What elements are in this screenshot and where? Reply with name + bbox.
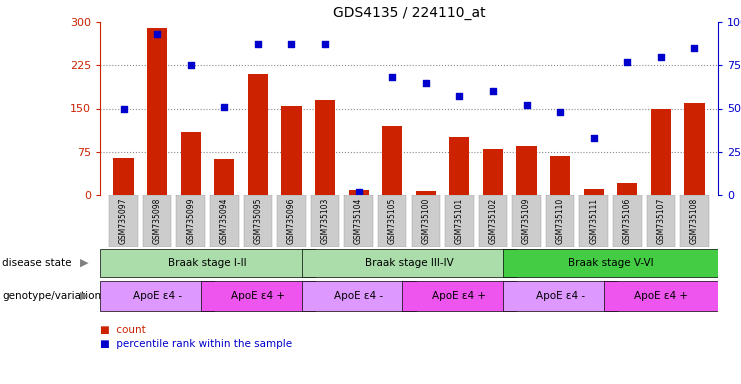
Point (521, 102, 533, 108)
Bar (512, 195, 541, 247)
Point (588, 135, 599, 141)
Bar (100, 248, 315, 277)
Text: ■  count: ■ count (100, 325, 146, 335)
Bar (214, 159, 234, 195)
Text: GSM735107: GSM735107 (657, 198, 665, 244)
Text: GSM735109: GSM735109 (522, 198, 531, 244)
Bar (483, 149, 503, 195)
Bar (210, 195, 239, 247)
Bar (100, 281, 214, 311)
Text: Braak stage I-II: Braak stage I-II (168, 258, 247, 268)
Bar (647, 195, 675, 247)
Bar (348, 190, 369, 195)
Text: ApoE ε4 -: ApoE ε4 - (334, 291, 383, 301)
Bar (503, 281, 617, 311)
Point (688, 45, 700, 51)
Bar (516, 146, 536, 195)
Point (252, 41, 264, 48)
Text: ApoE ε4 +: ApoE ε4 + (634, 291, 688, 301)
Text: ApoE ε4 +: ApoE ε4 + (433, 291, 486, 301)
Text: GSM735095: GSM735095 (253, 198, 262, 244)
Text: GSM735103: GSM735103 (321, 198, 330, 244)
Bar (503, 248, 718, 277)
Text: GSM735108: GSM735108 (690, 198, 699, 244)
Bar (445, 195, 473, 247)
Bar (147, 28, 167, 195)
Point (655, 53, 667, 60)
Bar (201, 281, 315, 311)
Bar (315, 100, 335, 195)
Text: GSM735096: GSM735096 (287, 198, 296, 244)
Bar (584, 189, 604, 195)
Bar (651, 109, 671, 195)
Point (353, 189, 365, 195)
Bar (109, 195, 138, 247)
Point (219, 104, 230, 110)
Text: GSM735097: GSM735097 (119, 198, 128, 244)
Text: GSM735102: GSM735102 (488, 198, 497, 244)
Bar (302, 281, 416, 311)
Bar (617, 184, 637, 195)
Text: GSM735104: GSM735104 (354, 198, 363, 244)
Bar (402, 281, 516, 311)
Text: GSM735111: GSM735111 (589, 198, 598, 244)
Point (118, 106, 130, 112)
Text: genotype/variation: genotype/variation (2, 291, 101, 301)
Bar (546, 195, 574, 247)
Bar (416, 191, 436, 195)
Text: Braak stage III-IV: Braak stage III-IV (365, 258, 453, 268)
Text: GSM735098: GSM735098 (153, 198, 162, 244)
Bar (345, 195, 373, 247)
Title: GDS4135 / 224110_at: GDS4135 / 224110_at (333, 6, 485, 20)
Bar (479, 195, 508, 247)
Text: ApoE ε4 -: ApoE ε4 - (536, 291, 585, 301)
Text: ApoE ε4 -: ApoE ε4 - (133, 291, 182, 301)
Point (319, 41, 331, 48)
Bar (176, 195, 205, 247)
Text: GSM735101: GSM735101 (455, 198, 464, 244)
Bar (247, 74, 268, 195)
Bar (685, 103, 705, 195)
Point (453, 93, 465, 99)
Text: ▶: ▶ (80, 291, 88, 301)
Bar (310, 195, 339, 247)
Bar (550, 156, 571, 195)
Text: disease state: disease state (2, 258, 71, 268)
Bar (378, 195, 407, 247)
Point (554, 109, 566, 115)
Point (185, 62, 196, 68)
Point (487, 88, 499, 94)
Text: ■  percentile rank within the sample: ■ percentile rank within the sample (100, 339, 292, 349)
Text: GSM735094: GSM735094 (220, 198, 229, 244)
Text: GSM735110: GSM735110 (556, 198, 565, 244)
Text: GSM735106: GSM735106 (623, 198, 632, 244)
Text: Braak stage V-VI: Braak stage V-VI (568, 258, 654, 268)
Point (285, 41, 297, 48)
Text: GSM735105: GSM735105 (388, 198, 396, 244)
Point (622, 59, 634, 65)
Text: GSM735100: GSM735100 (422, 198, 431, 244)
Bar (181, 132, 201, 195)
Bar (382, 126, 402, 195)
Point (386, 74, 398, 80)
Bar (680, 195, 708, 247)
Bar (411, 195, 440, 247)
Bar (143, 195, 171, 247)
Bar (579, 195, 608, 247)
Text: ApoE ε4 +: ApoE ε4 + (231, 291, 285, 301)
Bar (244, 195, 272, 247)
Bar (302, 248, 516, 277)
Bar (113, 157, 133, 195)
Bar (282, 106, 302, 195)
Point (420, 79, 432, 86)
Text: ▶: ▶ (80, 258, 88, 268)
Bar (604, 281, 718, 311)
Bar (449, 137, 470, 195)
Point (151, 31, 163, 37)
Bar (277, 195, 306, 247)
Bar (613, 195, 642, 247)
Text: GSM735099: GSM735099 (186, 198, 195, 244)
